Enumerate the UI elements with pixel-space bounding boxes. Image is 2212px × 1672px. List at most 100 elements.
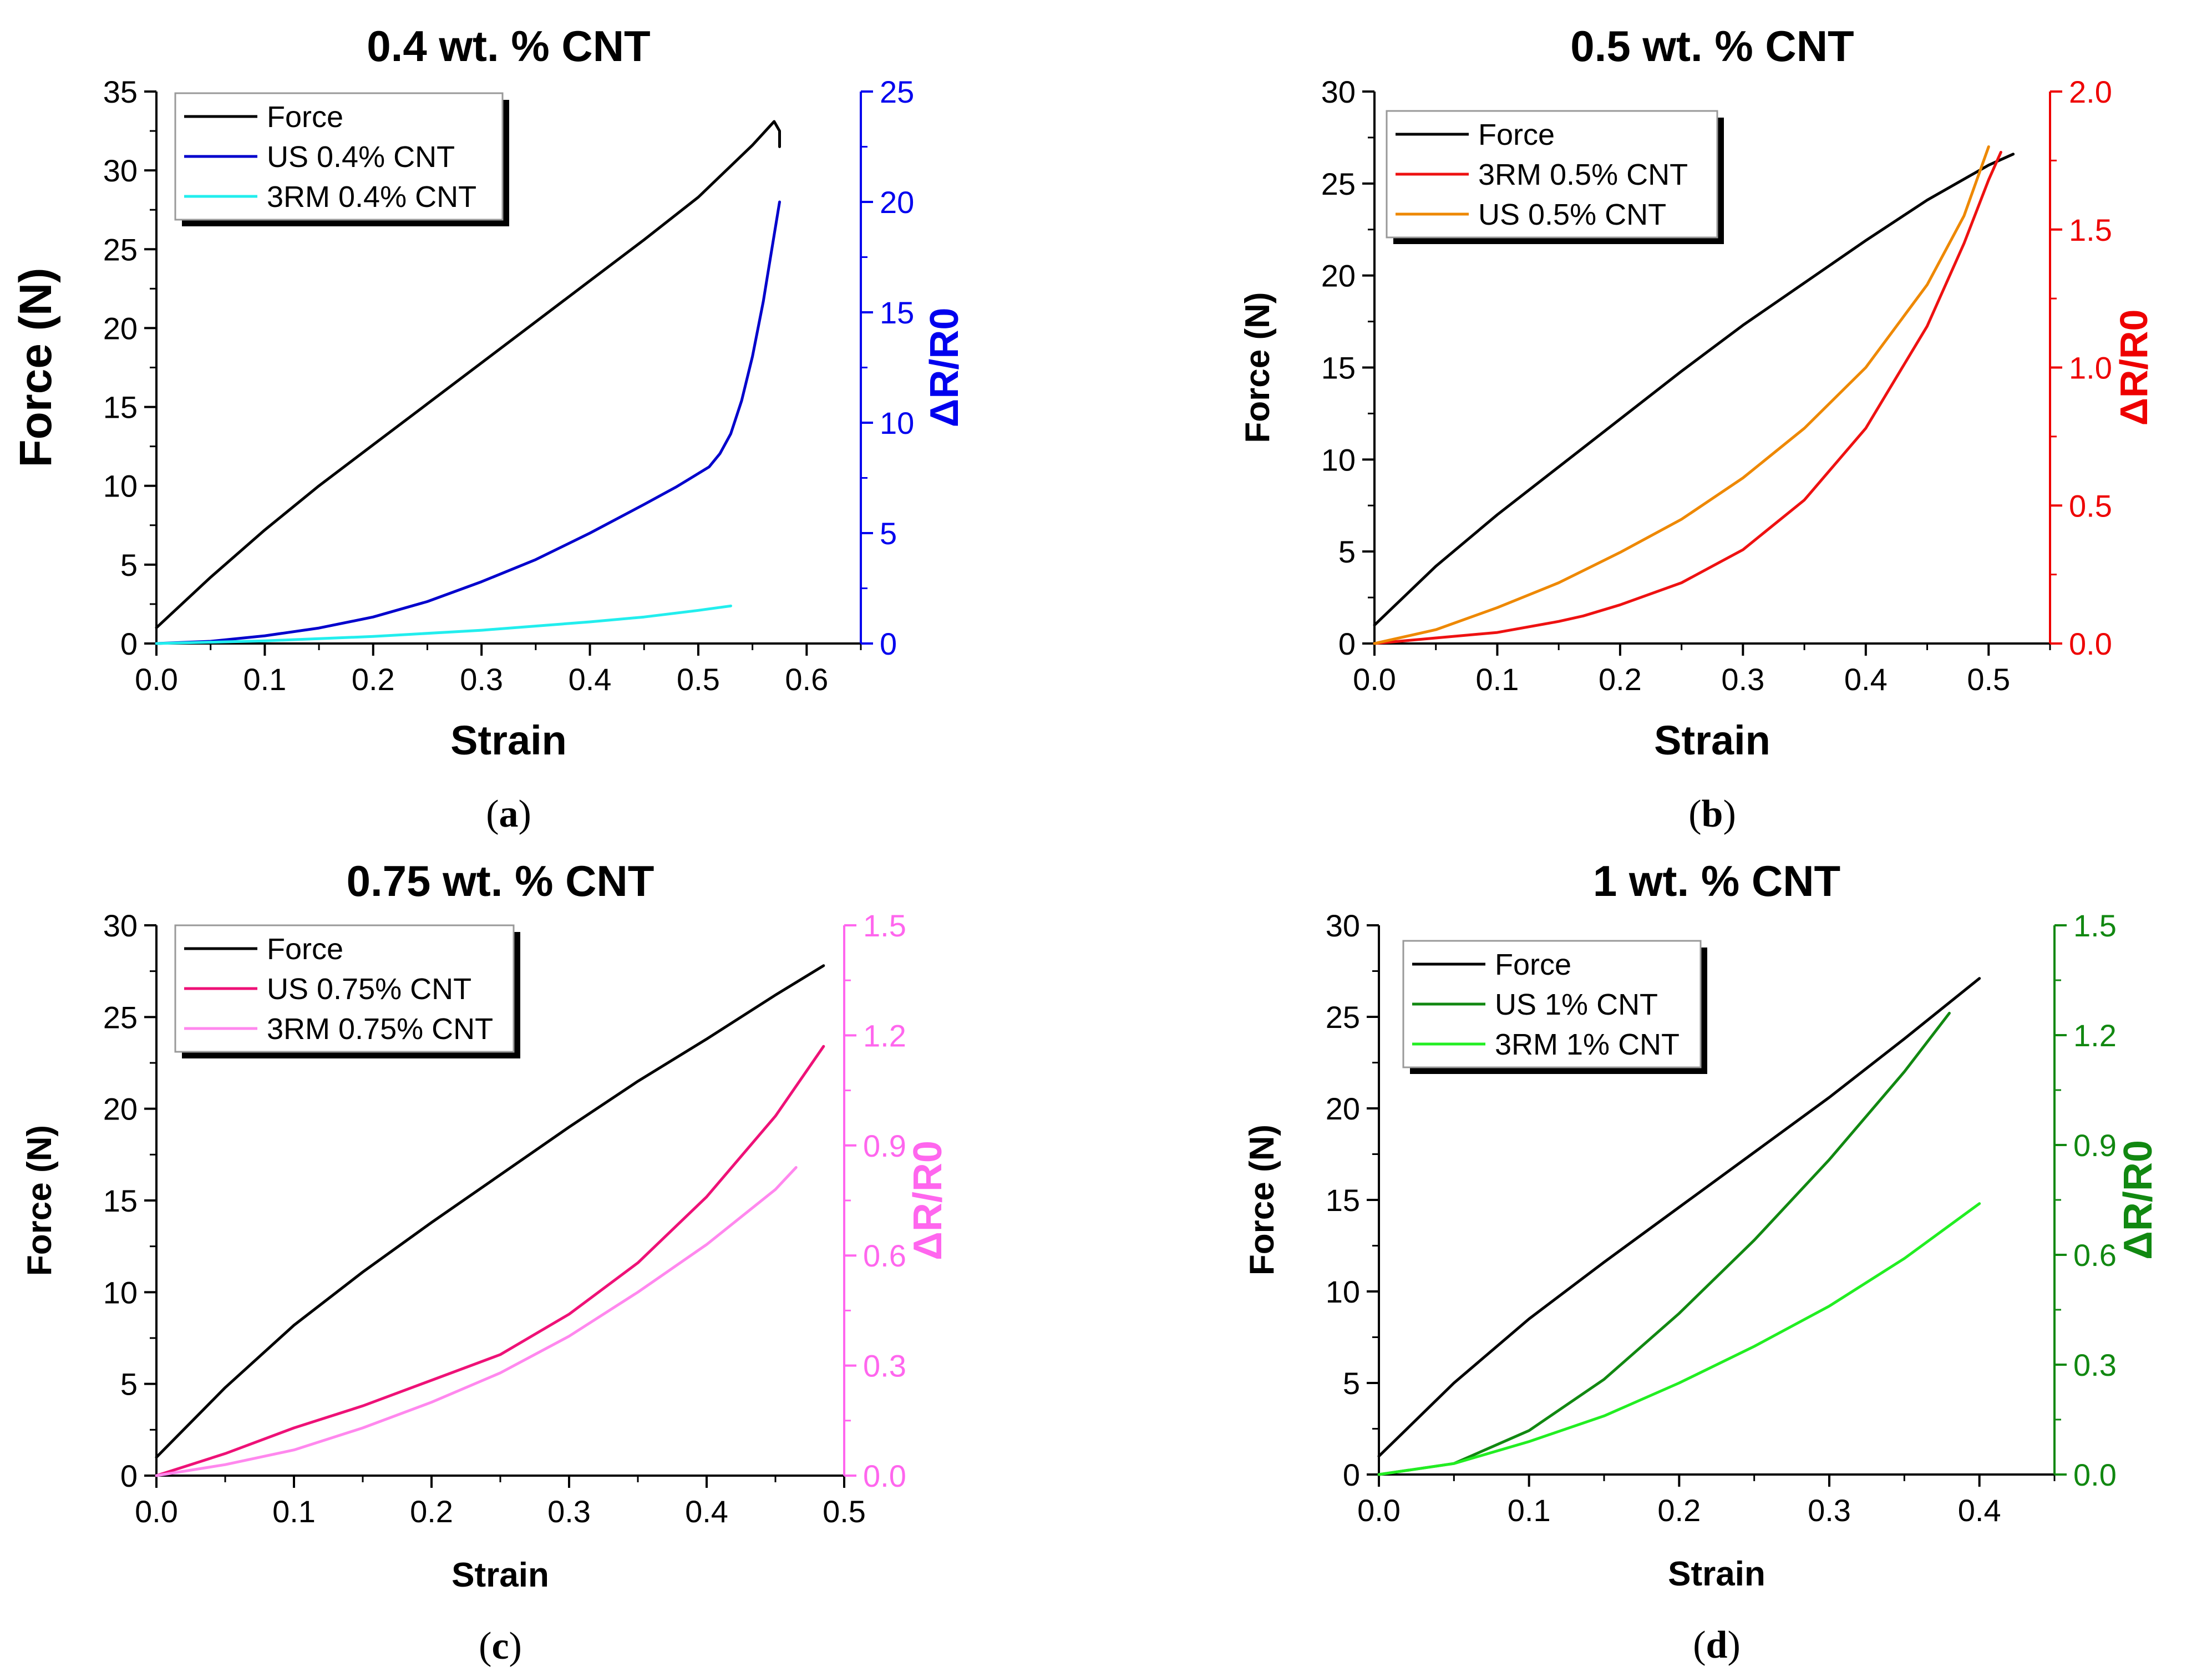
y-axis-label: Force (N) (11, 268, 61, 468)
series-line-1 (1377, 977, 1981, 1458)
y2-tick-label: 10 (880, 406, 914, 440)
y-tick-label: 10 (1321, 442, 1356, 477)
legend-label: 3RM 0.4% CNT (267, 180, 476, 214)
y2-tick-label: 0.0 (2069, 626, 2112, 661)
x-tick-label: 0.0 (1357, 1493, 1401, 1528)
y2-axis-label: ΔR/R0 (2112, 310, 2155, 426)
y2-tick-label: 0.0 (2073, 1457, 2117, 1492)
y2-tick-label: 1.2 (863, 1018, 906, 1053)
y2-tick-label: 0.0 (863, 1458, 906, 1493)
legend-label: 3RM 1% CNT (1495, 1028, 1680, 1061)
y-tick-label: 30 (103, 908, 138, 943)
legend-label: 3RM 0.5% CNT (1478, 158, 1688, 191)
x-tick-label: 0.1 (1476, 662, 1519, 697)
chart-title: 0.75 wt. % CNT (347, 857, 655, 905)
legend-label: Force (1478, 118, 1555, 151)
x-axis-label: Strain (450, 717, 567, 763)
y-tick-label: 20 (103, 311, 138, 346)
chart-title: 1 wt. % CNT (1593, 857, 1840, 905)
x-tick-label: 0.3 (460, 662, 503, 697)
legend: Force 3RM 0.5% CNT US 0.5% CNT (1386, 110, 1724, 244)
x-tick-label: 0.1 (243, 662, 286, 697)
y-tick-label: 15 (103, 1183, 138, 1218)
y-tick-label: 25 (1326, 1000, 1360, 1035)
y2-tick-label: 2.0 (2069, 74, 2112, 109)
y2-tick-label: 0.9 (863, 1128, 906, 1163)
x-tick-label: 0.4 (685, 1494, 728, 1529)
legend-label: Force (267, 933, 343, 966)
panel-caption: (c) (479, 1625, 522, 1668)
legend-label: US 0.4% CNT (267, 140, 455, 174)
y-tick-label: 30 (1326, 908, 1360, 943)
panel-caption: (a) (486, 793, 531, 835)
x-tick-label: 0.3 (1721, 662, 1764, 697)
series-line-3 (155, 1166, 798, 1477)
x-tick-label: 0.3 (547, 1494, 591, 1529)
y-tick-label: 30 (1321, 74, 1356, 109)
y-tick-label: 5 (1343, 1366, 1360, 1401)
y-tick-label: 0 (1343, 1457, 1360, 1492)
y-tick-label: 15 (103, 390, 138, 425)
series-line-2 (155, 200, 781, 645)
legend: Force US 0.75% CNT 3RM 0.75% CNT (174, 924, 520, 1058)
y-tick-label: 0 (120, 626, 138, 661)
x-tick-label: 0.2 (410, 1494, 453, 1529)
y-tick-label: 20 (1326, 1091, 1360, 1126)
x-axis-label: Strain (1668, 1555, 1765, 1593)
chart-panel-a: 0.4 wt. % CNT 0.0 0.1 0.2 0.3 0.4 0.5 0.6 0 5 10 15… (11, 22, 967, 835)
x-axis-label: Strain (451, 1556, 549, 1594)
y2-axis-label: ΔR/R0 (2116, 1140, 2160, 1260)
legend-label: US 1% CNT (1495, 988, 1658, 1021)
y2-tick-label: 5 (880, 516, 897, 551)
x-tick-label: 0.1 (1508, 1493, 1551, 1528)
y2-tick-label: 0.3 (863, 1349, 906, 1384)
y2-tick-label: 0.9 (2073, 1128, 2117, 1163)
y2-tick-label: 0.6 (2073, 1238, 2117, 1273)
x-tick-label: 0.2 (1657, 1493, 1701, 1528)
x-tick-label: 0.0 (1353, 662, 1396, 697)
y-tick-label: 0 (1338, 626, 1356, 661)
series-line-1 (155, 120, 781, 630)
y2-tick-label: 0 (880, 626, 897, 661)
y2-axis-label: ΔR/R0 (906, 1141, 950, 1260)
y-tick-label: 5 (1338, 534, 1356, 569)
series-line-3 (155, 604, 732, 645)
chart-panel-c: 0.75 wt. % CNT 0.0 0.1 0.2 0.3 0.4 0.5 0 5 10 15 20… (21, 857, 950, 1668)
y2-tick-label: 1.2 (2073, 1018, 2117, 1053)
x-tick-label: 0.0 (135, 1494, 178, 1529)
x-tick-label: 0.1 (272, 1494, 316, 1529)
y2-tick-label: 0.5 (2069, 488, 2112, 523)
chart-panel-b: 0.5 wt. % CNT 0.0 0.1 0.2 0.3 0.4 0.5 0 5 10 15 20 2… (1239, 22, 2155, 835)
y-tick-label: 20 (1321, 259, 1356, 293)
y-tick-label: 20 (103, 1092, 138, 1127)
y-tick-label: 35 (103, 74, 138, 109)
y2-tick-label: 1.5 (2069, 212, 2112, 247)
y2-tick-label: 0.6 (863, 1238, 906, 1273)
y-tick-label: 25 (1321, 166, 1356, 201)
y2-tick-label: 1.5 (863, 908, 906, 943)
y-tick-label: 25 (103, 1000, 138, 1035)
y-axis-label: Force (N) (1239, 292, 1277, 443)
y2-tick-label: 25 (880, 74, 914, 109)
chart-title: 0.4 wt. % CNT (367, 22, 650, 70)
y2-tick-label: 20 (880, 185, 914, 220)
y-axis-label: Force (N) (1243, 1124, 1281, 1275)
y2-axis-label: ΔR/R0 (922, 308, 967, 428)
panel-caption: (b) (1688, 793, 1736, 835)
y-tick-label: 0 (120, 1458, 138, 1493)
x-tick-label: 0.5 (677, 662, 720, 697)
x-tick-label: 0.6 (785, 662, 828, 697)
x-tick-label: 0.4 (569, 662, 612, 697)
y2-tick-label: 0.3 (2073, 1347, 2117, 1382)
x-tick-label: 0.4 (1958, 1493, 2001, 1528)
y-tick-label: 10 (103, 469, 138, 504)
series-line-2 (1377, 1011, 1951, 1476)
x-tick-label: 0.0 (135, 662, 178, 697)
legend: Force US 1% CNT 3RM 1% CNT (1402, 940, 1707, 1074)
y2-tick-label: 1.5 (2073, 908, 2117, 943)
legend-label: Force (1495, 948, 1571, 981)
x-axis-label: Strain (1654, 717, 1770, 763)
legend-label: US 0.5% CNT (1478, 198, 1666, 231)
y-tick-label: 5 (120, 1367, 138, 1402)
